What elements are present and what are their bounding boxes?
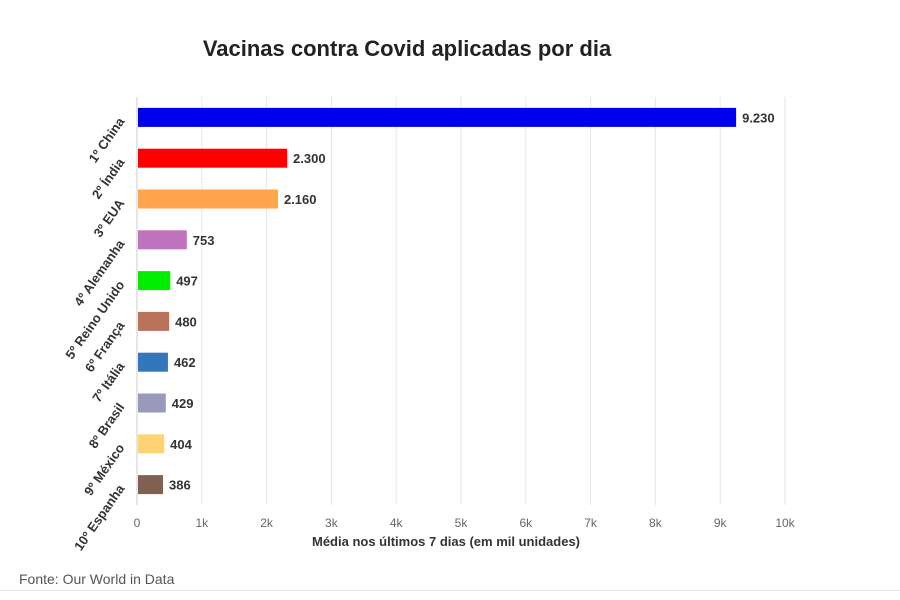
value-label: 753 xyxy=(193,233,215,248)
chart-title: Vacinas contra Covid aplicadas por dia xyxy=(202,36,612,61)
bar[interactable] xyxy=(138,189,278,209)
bars xyxy=(138,107,737,495)
x-tick-label: 5k xyxy=(455,516,469,530)
x-tick-label: 9k xyxy=(714,516,728,530)
category-label: 3º EUA xyxy=(90,196,127,240)
source-note: Fonte: Our World in Data xyxy=(19,571,175,587)
value-label: 386 xyxy=(169,478,191,493)
value-label: 9.230 xyxy=(742,110,775,125)
x-tick-label: 1k xyxy=(195,516,209,530)
value-label: 2.160 xyxy=(284,192,317,207)
x-tick-label: 8k xyxy=(649,516,663,530)
bar[interactable] xyxy=(138,107,737,127)
value-label: 462 xyxy=(174,355,196,370)
x-axis-title: Média nos últimos 7 dias (em mil unidade… xyxy=(312,534,580,549)
x-tick-label: 6k xyxy=(519,516,533,530)
value-label: 497 xyxy=(176,274,198,289)
value-label: 429 xyxy=(172,396,194,411)
x-tick-label: 10k xyxy=(775,516,795,530)
category-label: 1º China xyxy=(86,114,128,166)
x-tick-label: 3k xyxy=(325,516,339,530)
x-tick-label: 2k xyxy=(260,516,274,530)
x-tick-label: 4k xyxy=(390,516,404,530)
bar[interactable] xyxy=(138,230,187,250)
value-label: 2.300 xyxy=(293,151,326,166)
bar[interactable] xyxy=(138,311,170,331)
value-label: 480 xyxy=(175,314,197,329)
bar[interactable] xyxy=(138,271,171,291)
bar[interactable] xyxy=(138,352,168,372)
x-tick-label: 7k xyxy=(584,516,598,530)
bar[interactable] xyxy=(138,148,288,168)
x-tick-label: 0 xyxy=(134,516,141,530)
bottom-divider xyxy=(0,590,900,591)
category-label: 8º Brasil xyxy=(85,400,127,451)
bar[interactable] xyxy=(138,393,166,413)
bar[interactable] xyxy=(138,475,164,495)
x-axis-ticks: 0 1k 2k 3k 4k 5k 6k 7k 8k 9k 10k xyxy=(134,516,796,530)
bar[interactable] xyxy=(138,434,165,454)
value-labels: 9.230 2.300 2.160 753 497 480 462 429 404 386 xyxy=(169,110,775,492)
category-label: 10º Espanha xyxy=(71,481,128,553)
value-label: 404 xyxy=(170,437,192,452)
